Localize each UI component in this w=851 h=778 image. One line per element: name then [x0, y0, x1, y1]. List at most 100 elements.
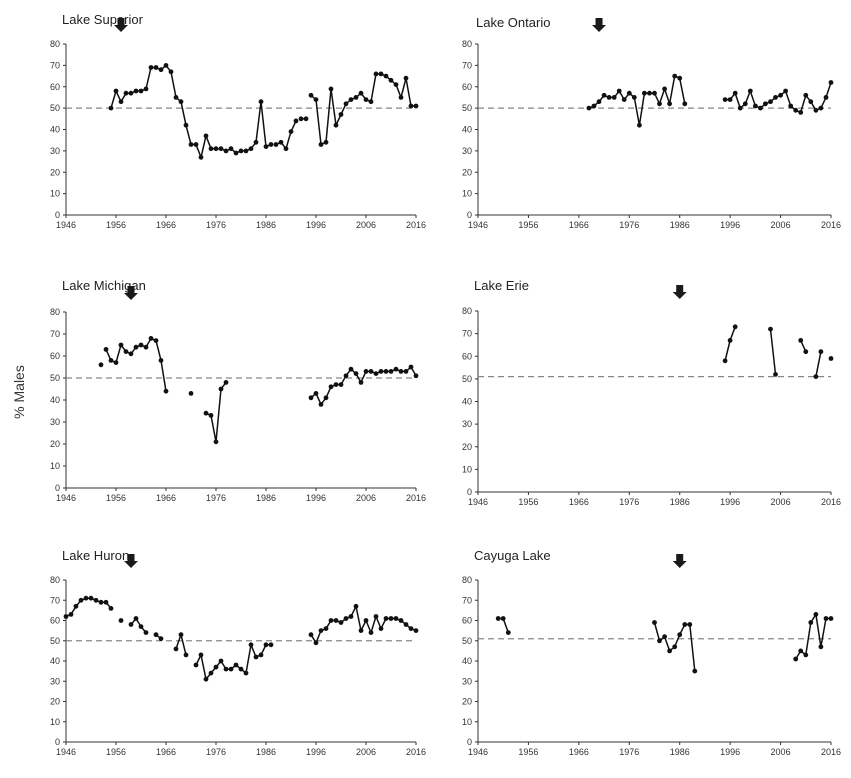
- data-point: [642, 90, 647, 96]
- data-point: [163, 63, 169, 68]
- x-tick-label: 1946: [56, 493, 76, 503]
- data-point: [338, 112, 344, 117]
- y-tick-label: 70: [50, 595, 60, 605]
- x-tick-label: 1996: [306, 493, 326, 503]
- data-point: [218, 146, 224, 152]
- data-point: [353, 371, 359, 376]
- data-point: [68, 612, 74, 617]
- data-point: [88, 595, 94, 601]
- data-point: [403, 369, 409, 374]
- panel-title: Lake Michigan: [62, 278, 146, 293]
- data-point: [188, 142, 194, 147]
- data-point: [83, 595, 89, 601]
- data-point: [783, 88, 788, 94]
- y-tick-label: 10: [462, 717, 472, 727]
- y-tick-label: 80: [462, 39, 472, 49]
- x-tick-label: 1976: [619, 747, 639, 757]
- data-point: [328, 618, 334, 623]
- y-tick-label: 40: [462, 125, 472, 135]
- series-line: [275, 120, 297, 151]
- data-point: [198, 154, 204, 160]
- data-point: [113, 360, 119, 365]
- data-point: [793, 107, 799, 113]
- x-tick-label: 1996: [720, 747, 740, 757]
- data-point: [813, 107, 819, 113]
- data-point: [128, 90, 134, 96]
- data-point: [173, 646, 179, 652]
- data-point: [313, 640, 319, 646]
- x-tick-label: 1966: [569, 220, 589, 230]
- data-point: [348, 366, 354, 372]
- x-tick-label: 2006: [356, 220, 376, 230]
- data-point: [138, 88, 144, 94]
- x-tick-label: 1986: [256, 747, 276, 757]
- data-point: [672, 644, 678, 650]
- data-point: [323, 626, 329, 631]
- data-point: [773, 95, 778, 100]
- chart-panel: Lake Huron 0 10 20 30 40 50 60 70 80 1946 1956 1966 1…: [50, 548, 426, 757]
- data-point: [118, 618, 124, 623]
- y-tick-label: 0: [467, 487, 472, 497]
- data-point: [828, 356, 834, 361]
- x-tick-label: 1956: [106, 747, 126, 757]
- y-tick-label: 70: [50, 329, 60, 339]
- panel-title: Lake Superior: [62, 12, 144, 27]
- chart-panel: Lake Erie 0 10 20 30 40 50 60 70 80 1946 1956 1966 19…: [462, 278, 841, 507]
- data-point: [113, 88, 119, 94]
- data-point: [273, 142, 279, 147]
- data-point: [747, 88, 753, 94]
- y-tick-label: 80: [50, 307, 60, 317]
- x-tick-label: 1996: [306, 220, 326, 230]
- x-tick-label: 2006: [771, 747, 791, 757]
- series-line: [769, 329, 777, 375]
- data-point: [223, 380, 229, 385]
- y-tick-label: 70: [462, 60, 472, 70]
- data-point: [308, 632, 314, 638]
- y-axis-label: % Males: [11, 365, 27, 419]
- data-point: [298, 116, 304, 122]
- y-tick-label: 20: [50, 167, 60, 177]
- data-point: [495, 616, 501, 621]
- data-point: [818, 349, 824, 355]
- y-tick-label: 0: [55, 483, 60, 493]
- data-point: [158, 67, 164, 73]
- panel-title: Cayuga Lake: [474, 548, 551, 563]
- data-point: [103, 347, 109, 352]
- x-tick-label: 2016: [821, 220, 841, 230]
- y-tick-label: 60: [462, 351, 472, 361]
- data-point: [383, 369, 389, 374]
- x-tick-label: 1986: [670, 497, 690, 507]
- x-tick-label: 1946: [56, 747, 76, 757]
- y-tick-label: 40: [50, 395, 60, 405]
- data-point: [238, 148, 244, 154]
- data-point: [798, 338, 804, 343]
- data-point: [353, 95, 359, 100]
- x-tick-label: 1946: [468, 220, 488, 230]
- data-point: [138, 624, 144, 629]
- x-tick-label: 2006: [771, 220, 791, 230]
- data-point: [313, 391, 319, 396]
- data-point: [368, 630, 374, 635]
- data-point: [188, 391, 194, 396]
- x-tick-label: 1986: [670, 747, 690, 757]
- data-point: [808, 99, 814, 105]
- data-point: [403, 75, 409, 81]
- data-point: [233, 662, 239, 668]
- data-point: [243, 670, 249, 676]
- data-point: [601, 92, 607, 98]
- data-point: [722, 97, 728, 102]
- data-point: [606, 95, 612, 100]
- data-point: [727, 338, 733, 343]
- data-point: [823, 95, 829, 100]
- data-point: [768, 326, 773, 332]
- data-point: [408, 364, 414, 370]
- data-point: [173, 95, 179, 100]
- data-point: [742, 101, 748, 107]
- data-point: [153, 338, 159, 343]
- data-point: [343, 616, 349, 621]
- data-point: [198, 652, 204, 658]
- data-point: [158, 636, 164, 642]
- y-tick-label: 30: [462, 419, 472, 429]
- x-tick-label: 1946: [468, 497, 488, 507]
- y-tick-label: 20: [50, 439, 60, 449]
